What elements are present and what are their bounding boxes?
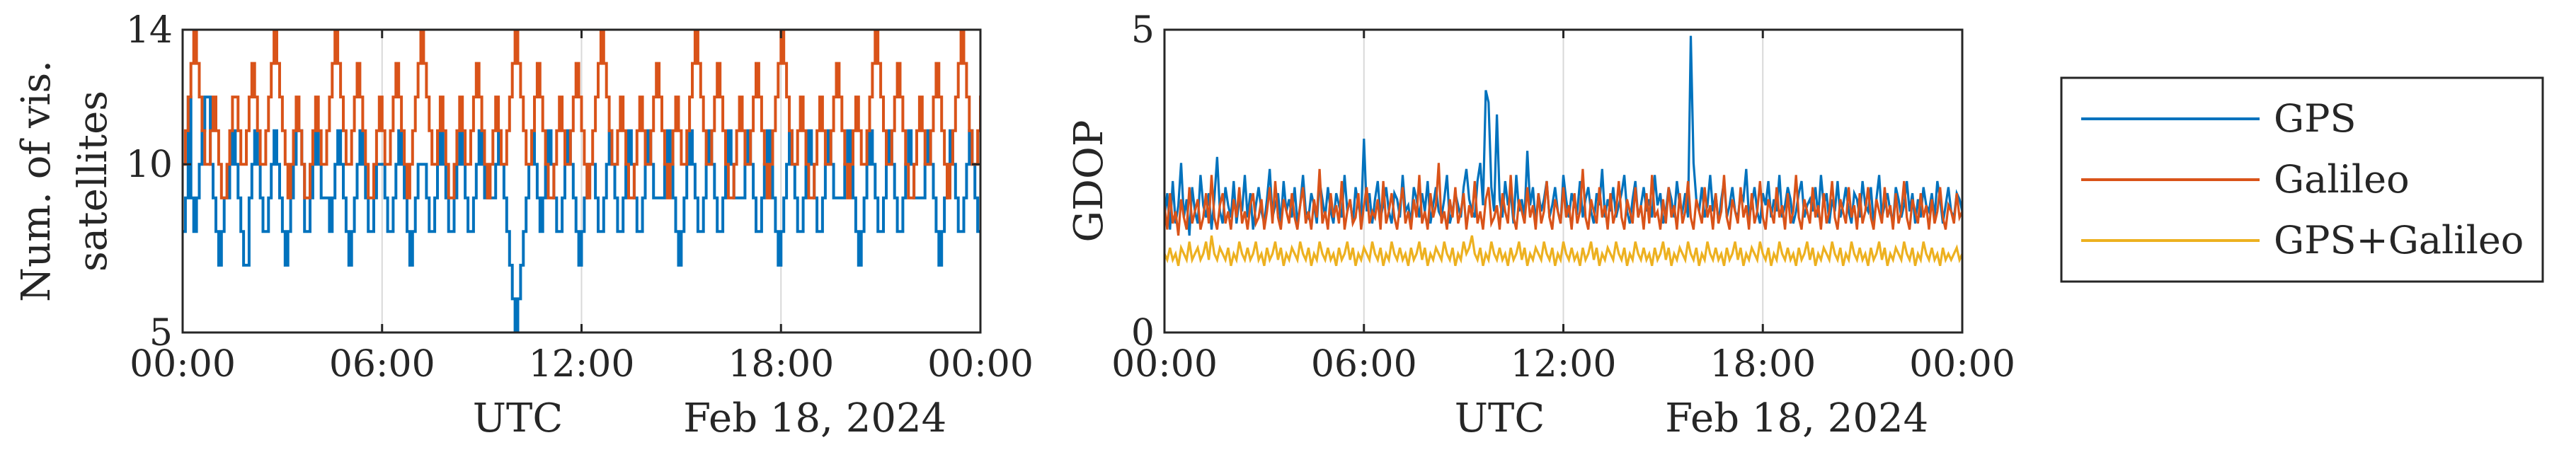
- legend: GPS Galileo GPS+Galileo: [2060, 76, 2544, 283]
- x-tick-label: 00:00: [1111, 343, 1218, 386]
- series-line-galileo: [1164, 163, 1962, 236]
- x-tick-label: 00:00: [1909, 343, 2015, 386]
- x-tick-label: 06:00: [1311, 343, 1417, 386]
- y-tick-label: 14: [126, 9, 173, 52]
- legend-label-gps: GPS: [2274, 96, 2356, 141]
- x-axis-label-utc: UTC: [1455, 395, 1545, 441]
- x-tick-label: 12:00: [529, 343, 635, 386]
- y-axis-label-line1: Num. of vis.: [13, 60, 59, 302]
- y-axis-label-line2: satellites: [70, 91, 116, 272]
- series-line-galileo: [183, 30, 980, 199]
- x-tick-label: 12:00: [1511, 343, 1617, 386]
- legend-label-gps-galileo: GPS+Galileo: [2274, 218, 2524, 262]
- legend-label-galileo: Galileo: [2274, 157, 2410, 202]
- x-tick-label: 00:00: [130, 343, 236, 386]
- series-line-gps-galileo: [1164, 235, 1962, 267]
- x-axis-label-date: Feb 18, 2024: [1665, 395, 1928, 441]
- x-axis-label-date: Feb 18, 2024: [683, 395, 946, 441]
- y-tick-label: 5: [1131, 9, 1155, 52]
- y-tick-label: 10: [126, 144, 173, 186]
- x-tick-label: 18:00: [728, 343, 834, 386]
- y-axis-label: GDOP: [1066, 120, 1112, 242]
- x-tick-label: 06:00: [329, 343, 435, 386]
- y-tick-label: 0: [1131, 312, 1155, 354]
- series-line-gps: [183, 96, 980, 332]
- x-tick-label: 18:00: [1710, 343, 1816, 386]
- x-tick-label: 00:00: [927, 343, 1034, 386]
- y-tick-label: 5: [149, 312, 173, 354]
- x-axis-label-utc: UTC: [473, 395, 563, 441]
